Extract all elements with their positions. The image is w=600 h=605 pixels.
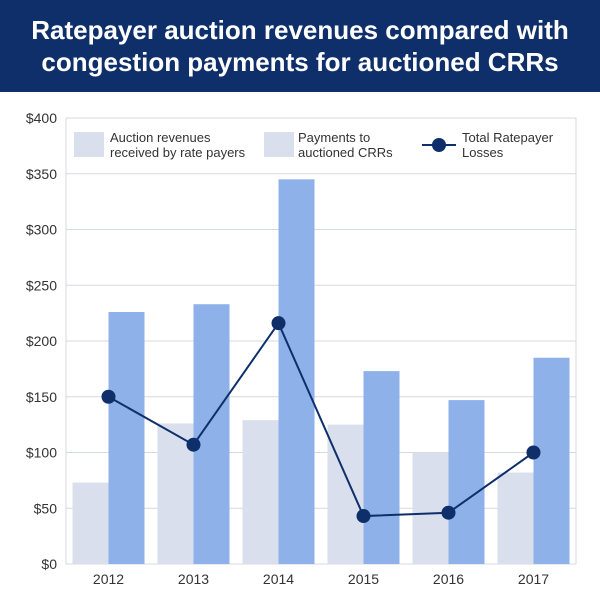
loss-point xyxy=(101,389,116,404)
loss-point xyxy=(526,445,541,460)
legend-swatch-auction-revenues xyxy=(74,132,104,157)
x-tick-label: 2012 xyxy=(93,571,124,587)
bar-payments xyxy=(193,304,230,564)
legend-label-losses-line1: Total Ratepayer xyxy=(462,130,554,145)
loss-point xyxy=(441,505,456,520)
bar-payments xyxy=(363,371,400,564)
y-tick-label: $400 xyxy=(26,110,57,126)
x-tick-label: 2013 xyxy=(178,571,209,587)
y-tick-label: $300 xyxy=(26,222,57,238)
x-tick-label: 2015 xyxy=(348,571,379,587)
bar-payments xyxy=(448,400,485,564)
loss-point xyxy=(186,437,201,452)
legend-marker-losses xyxy=(432,138,446,152)
x-tick-label: 2014 xyxy=(263,571,294,587)
bar-payments xyxy=(533,357,570,564)
chart-area: $0 $50 $100 $150 $200 $250 $300 $350 $400 2012 20… xyxy=(0,92,600,600)
y-tick-label: $50 xyxy=(34,500,58,516)
x-tick-label: 2017 xyxy=(518,571,549,587)
bar-payments xyxy=(278,179,315,564)
y-tick-label: $100 xyxy=(26,445,57,461)
y-tick-label: $150 xyxy=(26,389,57,405)
legend: Auction revenues received by rate payers… xyxy=(74,130,554,160)
x-axis-ticks: 2012 2013 2014 2015 2016 2017 xyxy=(93,571,549,587)
legend-swatch-payments xyxy=(264,132,294,157)
legend-label-auction-revenues-line2: received by rate payers xyxy=(110,145,246,160)
y-tick-label: $200 xyxy=(26,333,57,349)
legend-label-payments-line1: Payments to xyxy=(298,130,370,145)
bar-auction-revenues xyxy=(412,452,449,564)
loss-line-path xyxy=(108,321,535,518)
x-tick-label: 2016 xyxy=(433,571,464,587)
bar-line-chart: $0$50$100$150$200$250$300$350$400 2012 20… xyxy=(26,110,577,587)
bars xyxy=(72,179,570,564)
loss-line xyxy=(101,316,541,524)
chart-title: Ratepayer auction revenues compared with… xyxy=(31,15,569,77)
y-tick-label: $0 xyxy=(41,556,57,572)
bar-auction-revenues xyxy=(72,482,109,564)
legend-label-auction-revenues-line1: Auction revenues xyxy=(110,130,211,145)
y-axis-ticks: $0 $50 $100 $150 $200 $250 $300 $350 $400 xyxy=(26,110,57,572)
bar-payments xyxy=(108,312,145,564)
bar-auction-revenues xyxy=(242,420,279,564)
loss-point xyxy=(356,509,371,524)
y-tick-label: $350 xyxy=(26,166,57,182)
title-bar: Ratepayer auction revenues compared with… xyxy=(0,0,600,92)
legend-label-payments-line2: auctioned CRRs xyxy=(298,145,393,160)
loss-point xyxy=(271,316,286,331)
y-tick-label: $250 xyxy=(26,277,57,293)
bar-auction-revenues xyxy=(497,472,534,564)
gridlines xyxy=(65,117,577,565)
legend-label-losses-line2: Losses xyxy=(462,145,504,160)
